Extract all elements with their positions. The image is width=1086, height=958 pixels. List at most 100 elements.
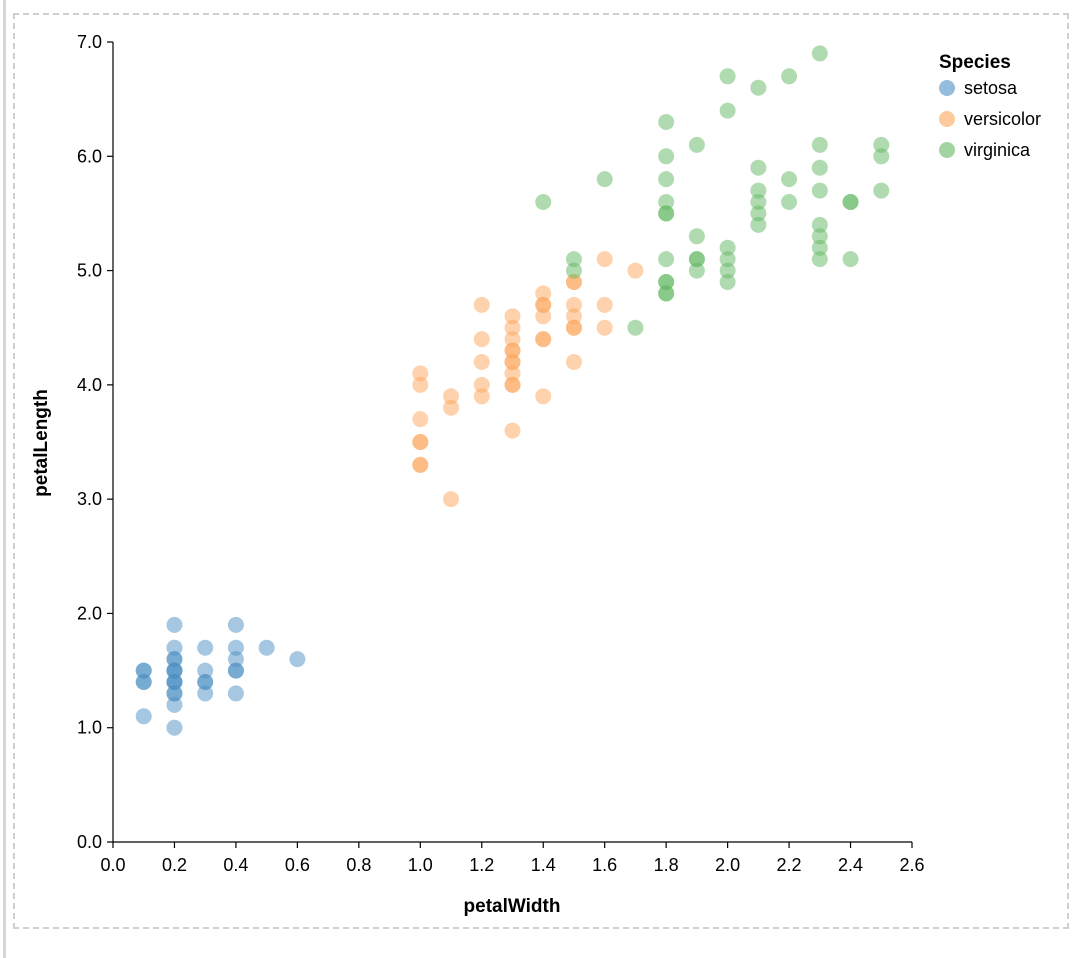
- data-point-virginica: [565, 251, 582, 268]
- data-point-versicolor: [627, 262, 644, 279]
- data-point-setosa: [227, 685, 244, 702]
- series-virginica: [535, 45, 890, 336]
- data-point-setosa: [227, 651, 244, 668]
- data-point-versicolor: [596, 319, 613, 336]
- legend-title: Species: [939, 52, 1011, 73]
- data-point-setosa: [166, 719, 183, 736]
- legend: Species setosa versicolor virginica: [939, 52, 1041, 160]
- data-point-virginica: [750, 159, 767, 176]
- x-tick-label: 2.4: [838, 855, 863, 875]
- data-point-versicolor: [473, 296, 490, 313]
- data-point-versicolor: [504, 308, 521, 325]
- data-point-virginica: [658, 251, 675, 268]
- x-tick-label: 0.8: [346, 855, 371, 875]
- data-point-setosa: [227, 662, 244, 679]
- data-point-versicolor: [443, 388, 460, 405]
- data-point-versicolor: [504, 354, 521, 370]
- x-tick-label: 1.8: [654, 855, 679, 875]
- data-point-versicolor: [565, 308, 582, 325]
- x-axis-title: petalWidth: [464, 896, 561, 917]
- data-point-virginica: [750, 182, 767, 199]
- data-point-virginica: [658, 205, 675, 222]
- data-point-setosa: [135, 674, 152, 690]
- data-point-virginica: [658, 148, 675, 165]
- data-point-setosa: [166, 662, 183, 679]
- data-point-virginica: [842, 251, 859, 268]
- data-point-virginica: [596, 171, 613, 188]
- data-point-setosa: [166, 639, 183, 656]
- data-point-virginica: [719, 251, 736, 268]
- data-point-setosa: [197, 685, 214, 702]
- data-point-virginica: [781, 194, 798, 210]
- data-point-versicolor: [565, 354, 582, 370]
- data-point-versicolor: [596, 251, 613, 268]
- data-point-setosa: [166, 685, 183, 702]
- x-tick-label: 0.4: [223, 855, 248, 875]
- data-point-virginica: [811, 182, 828, 199]
- data-point-virginica: [658, 114, 675, 130]
- data-point-setosa: [227, 616, 244, 633]
- x-axis: 0.0 0.2 0.4 0.6 0.8 1.0 1.2 1.4 1.6 1.8 2.0 2.2 2.4 2…: [100, 841, 925, 875]
- data-point-versicolor: [412, 411, 429, 428]
- data-point-virginica: [688, 228, 705, 245]
- data-point-setosa: [166, 616, 183, 633]
- y-tick-label: 7.0: [77, 32, 102, 52]
- data-point-virginica: [811, 216, 828, 233]
- data-point-versicolor: [565, 319, 582, 336]
- data-point-setosa: [197, 674, 214, 690]
- data-point-setosa: [197, 639, 214, 656]
- data-point-versicolor: [504, 319, 521, 336]
- data-point-versicolor: [473, 331, 490, 348]
- y-tick-label: 5.0: [77, 261, 102, 281]
- data-point-virginica: [873, 182, 890, 199]
- y-tick-label: 4.0: [77, 375, 102, 395]
- data-point-virginica: [658, 171, 675, 188]
- data-point-virginica: [811, 136, 828, 153]
- x-tick-label: 0.2: [162, 855, 187, 875]
- data-point-versicolor: [565, 296, 582, 313]
- data-point-versicolor: [473, 376, 490, 393]
- data-point-versicolor: [535, 331, 552, 348]
- data-point-versicolor: [412, 456, 429, 473]
- legend-label-versicolor: versicolor: [964, 109, 1041, 129]
- y-tick-label: 2.0: [77, 603, 102, 623]
- data-point-virginica: [688, 262, 705, 279]
- data-point-virginica: [750, 216, 767, 233]
- data-point-virginica: [719, 68, 736, 85]
- data-point-setosa: [135, 708, 152, 725]
- data-point-virginica: [781, 68, 798, 85]
- y-tick-label: 3.0: [77, 489, 102, 509]
- data-point-virginica: [658, 274, 675, 290]
- data-point-virginica: [842, 194, 859, 210]
- window-edge: [3, 0, 6, 958]
- x-tick-label: 1.2: [469, 855, 494, 875]
- x-tick-label: 1.6: [592, 855, 617, 875]
- data-point-versicolor: [504, 342, 521, 359]
- x-tick-label: 2.2: [777, 855, 802, 875]
- data-point-versicolor: [596, 296, 613, 313]
- data-point-virginica: [688, 136, 705, 153]
- data-point-versicolor: [504, 376, 521, 393]
- data-point-virginica: [719, 239, 736, 256]
- data-point-virginica: [719, 274, 736, 290]
- chart-container: [13, 13, 1069, 929]
- data-point-versicolor: [412, 365, 429, 382]
- series-setosa: [135, 616, 306, 736]
- legend-swatch-versicolor: [939, 111, 955, 127]
- x-tick-label: 2.0: [715, 855, 740, 875]
- data-point-versicolor: [504, 422, 521, 439]
- y-tick-label: 6.0: [77, 146, 102, 166]
- data-point-versicolor: [565, 274, 582, 290]
- data-point-setosa: [135, 662, 152, 679]
- y-tick-label: 1.0: [77, 718, 102, 738]
- y-axis-title: petalLength: [31, 389, 52, 497]
- data-point-virginica: [811, 228, 828, 245]
- x-tick-label: 1.0: [408, 855, 433, 875]
- legend-label-setosa: setosa: [964, 78, 1018, 98]
- data-point-setosa: [166, 651, 183, 668]
- data-point-versicolor: [473, 354, 490, 370]
- data-point-virginica: [627, 319, 644, 336]
- data-point-setosa: [289, 651, 306, 668]
- data-point-setosa: [227, 639, 244, 656]
